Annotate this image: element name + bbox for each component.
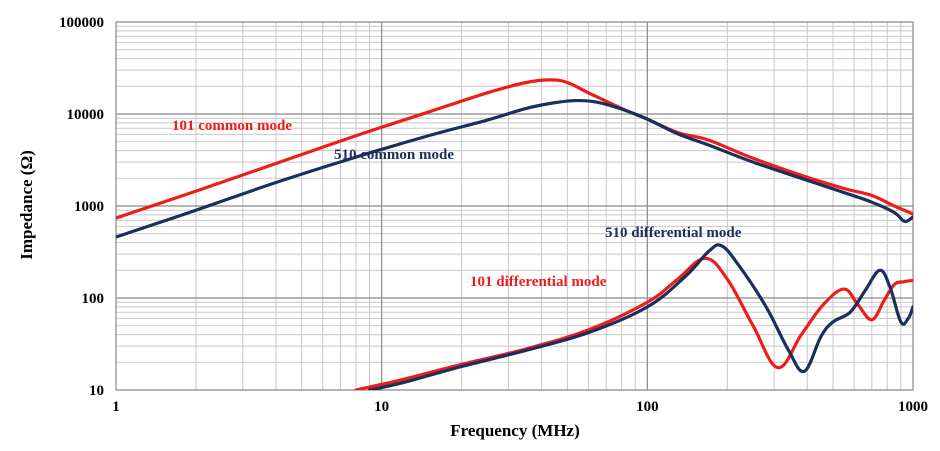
series-101-common-mode: [116, 78, 913, 220]
x-tick-label: 1: [112, 399, 120, 415]
y-tick-label: 10000: [67, 107, 105, 123]
annotation-510-differential-mode: 510 differential mode: [605, 225, 742, 241]
annotation-101-differential-mode: 101 differential mode: [470, 274, 607, 290]
series-510-differential-mode: [367, 243, 913, 390]
x-tick-label: 1000: [898, 399, 928, 415]
y-tick-label: 100: [82, 291, 105, 307]
series-layer: [116, 78, 913, 390]
annotation-101-common-mode: 101 common mode: [172, 118, 292, 134]
y-tick-labels: 10 100 1000 10000 100000: [59, 15, 104, 399]
annotation-510-common-mode: 510 common mode: [334, 147, 454, 163]
y-axis-title: Impedance (Ω): [17, 150, 36, 259]
x-axis-title: Frequency (MHz): [450, 421, 580, 440]
series-510-common-mode: [116, 98, 913, 239]
x-tick-labels: 1 10 100 1000: [112, 399, 928, 415]
y-tick-label: 100000: [59, 15, 104, 31]
x-tick-label: 10: [374, 399, 389, 415]
x-tick-label: 100: [636, 399, 659, 415]
series-annotations: 101 common mode 510 common mode 510 diff…: [172, 118, 742, 290]
plot-frame: [115, 21, 914, 391]
y-tick-label: 1000: [74, 199, 104, 215]
y-tick-label: 10: [89, 383, 104, 399]
